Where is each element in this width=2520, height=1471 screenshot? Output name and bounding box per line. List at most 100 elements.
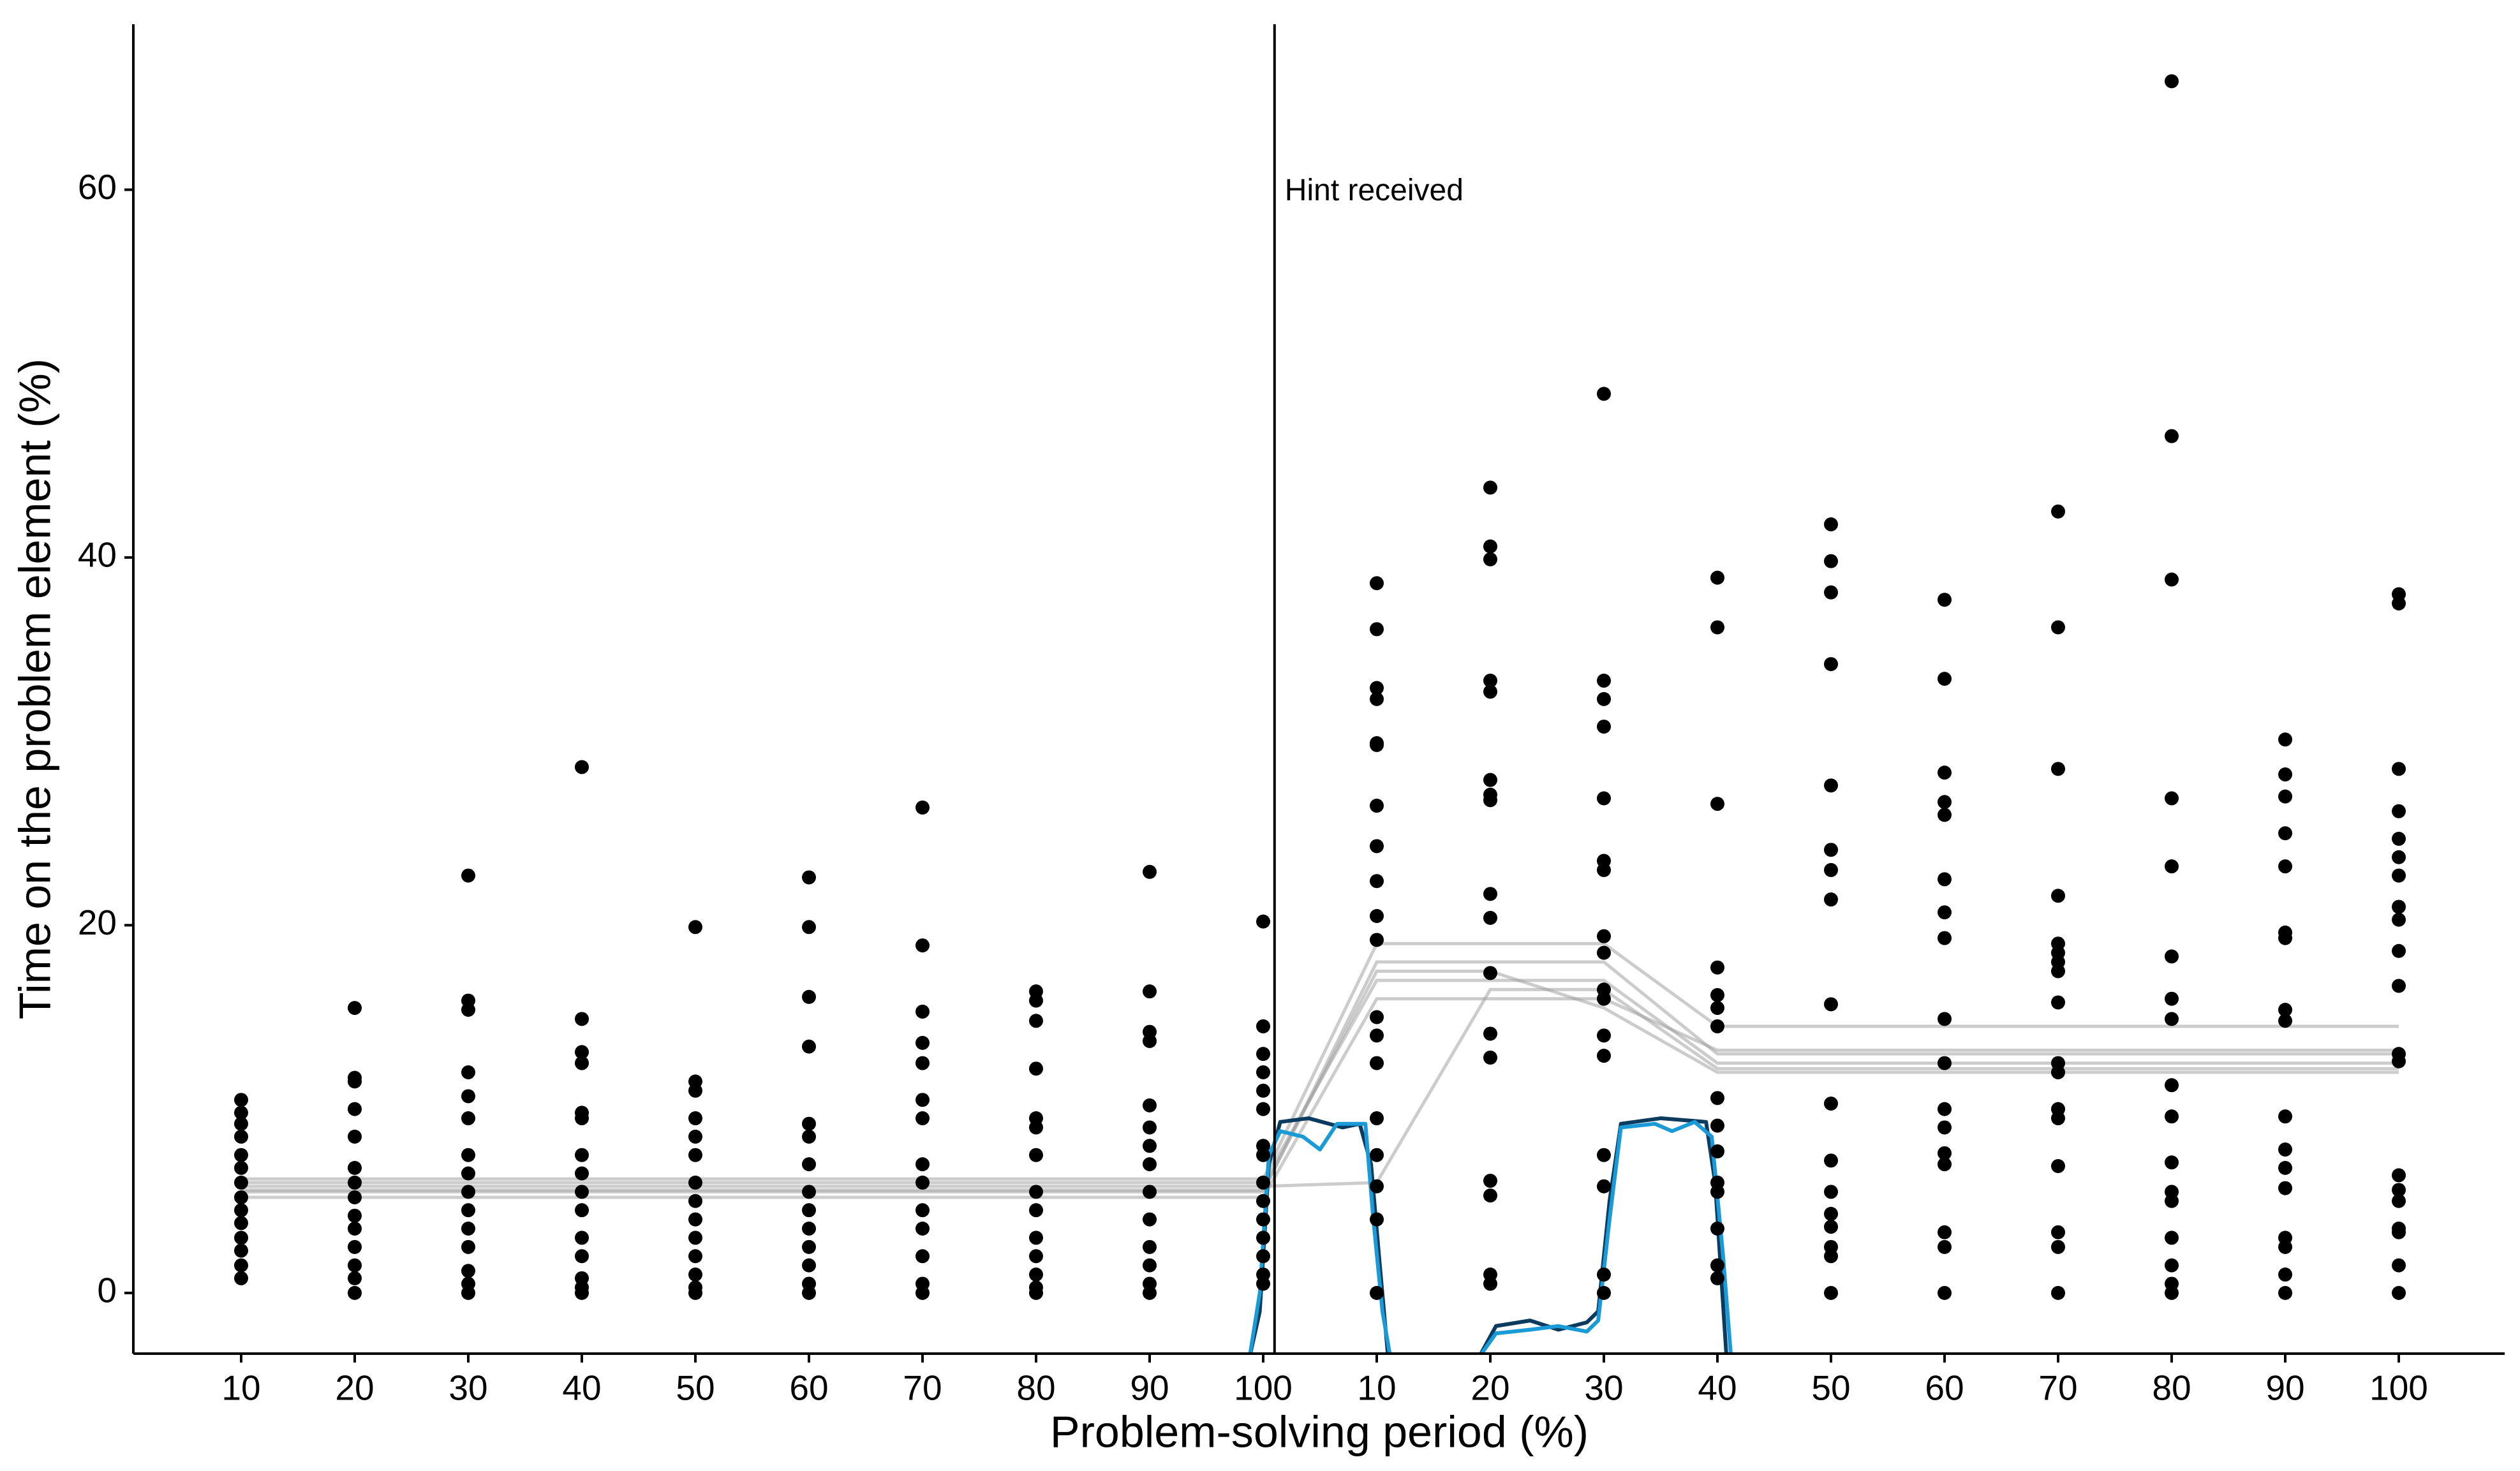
data-point — [2278, 1014, 2292, 1028]
data-point — [1256, 1175, 1270, 1190]
x-tick-label: 10 — [1357, 1368, 1396, 1408]
data-point — [234, 1243, 248, 1258]
data-point — [461, 1203, 475, 1218]
data-point — [2165, 1012, 2179, 1026]
data-point — [2051, 1158, 2065, 1173]
data-point — [234, 1148, 248, 1162]
data-point — [1256, 1102, 1270, 1116]
data-point — [1370, 622, 1384, 637]
data-point — [1029, 1285, 1043, 1300]
data-point — [2165, 1258, 2179, 1273]
data-point — [2165, 74, 2179, 89]
data-point — [1143, 1258, 1157, 1273]
data-point — [2051, 889, 2065, 903]
data-point — [2051, 1111, 2065, 1126]
data-point — [234, 1203, 248, 1218]
data-point — [1370, 1148, 1384, 1162]
data-point — [1938, 795, 1952, 809]
data-point — [2278, 1160, 2292, 1175]
data-point — [1029, 1185, 1043, 1199]
data-point — [461, 1111, 475, 1126]
data-point — [1143, 1239, 1157, 1254]
data-point — [2392, 804, 2406, 818]
step-line — [241, 960, 2399, 1194]
data-point — [915, 1056, 930, 1070]
data-point — [1938, 672, 1952, 686]
data-point — [915, 1221, 930, 1236]
data-point — [2392, 596, 2406, 610]
data-point — [461, 1239, 475, 1254]
x-tick-label: 20 — [1471, 1368, 1509, 1408]
data-point — [2278, 1002, 2292, 1017]
data-point — [1824, 1185, 1838, 1199]
data-point — [2392, 850, 2406, 864]
data-point — [2051, 762, 2065, 776]
data-point — [1710, 1019, 1724, 1033]
x-tick-label: 30 — [1584, 1368, 1623, 1408]
data-point — [915, 938, 930, 953]
data-point — [688, 1148, 702, 1162]
data-point — [1938, 1012, 1952, 1026]
data-point — [1370, 1010, 1384, 1024]
data-point — [1710, 1185, 1724, 1199]
data-point — [802, 1285, 816, 1300]
data-point — [688, 920, 702, 935]
data-point — [915, 1249, 930, 1264]
data-point — [575, 1185, 589, 1199]
data-point — [688, 1285, 702, 1300]
data-point — [802, 1039, 816, 1054]
data-point — [348, 1160, 362, 1175]
data-point — [2051, 995, 2065, 1010]
data-point — [1143, 1157, 1157, 1172]
data-point — [461, 1166, 475, 1181]
data-point — [1597, 862, 1611, 877]
data-point — [2165, 859, 2179, 874]
data-point — [1483, 1174, 1497, 1188]
x-tick-label: 100 — [2369, 1368, 2428, 1408]
data-point — [1597, 929, 1611, 943]
data-point — [2165, 1078, 2179, 1093]
data-point — [1370, 839, 1384, 854]
data-point — [688, 1249, 702, 1264]
data-point — [1824, 892, 1838, 907]
data-point — [2392, 899, 2406, 914]
data-point — [575, 1203, 589, 1218]
data-point — [1483, 684, 1497, 699]
data-point — [2165, 1285, 2179, 1300]
data-point — [2051, 1225, 2065, 1239]
data-point — [1710, 1091, 1724, 1105]
data-point — [461, 1285, 475, 1300]
data-point — [1029, 993, 1043, 1008]
x-tick-label: 50 — [676, 1368, 715, 1408]
data-point — [2392, 1258, 2406, 1273]
data-point — [1370, 576, 1384, 591]
data-point — [1824, 517, 1838, 532]
data-point — [2165, 429, 2179, 443]
data-point — [575, 1249, 589, 1264]
x-tick-label: 70 — [903, 1368, 942, 1408]
data-point — [1483, 480, 1497, 495]
data-point — [1143, 1098, 1157, 1112]
data-point — [1483, 910, 1497, 925]
data-point — [2278, 789, 2292, 804]
data-point — [575, 1166, 589, 1181]
data-point — [1029, 1014, 1043, 1028]
data-point — [234, 1271, 248, 1285]
data-point — [1710, 570, 1724, 585]
data-point — [1710, 1118, 1724, 1133]
data-point — [1824, 778, 1838, 793]
data-point — [1938, 1225, 1952, 1239]
data-point — [1597, 674, 1611, 688]
data-point — [1143, 1120, 1157, 1135]
data-point — [2051, 504, 2065, 519]
data-point — [348, 1271, 362, 1285]
data-point — [234, 1175, 248, 1190]
data-point — [2165, 1231, 2179, 1245]
data-point — [2165, 949, 2179, 964]
data-point — [1483, 1026, 1497, 1041]
data-point — [2392, 831, 2406, 846]
data-point — [1256, 1148, 1270, 1162]
data-point — [802, 1203, 816, 1218]
density-curve — [1248, 1120, 1733, 1354]
data-point — [1824, 1096, 1838, 1111]
